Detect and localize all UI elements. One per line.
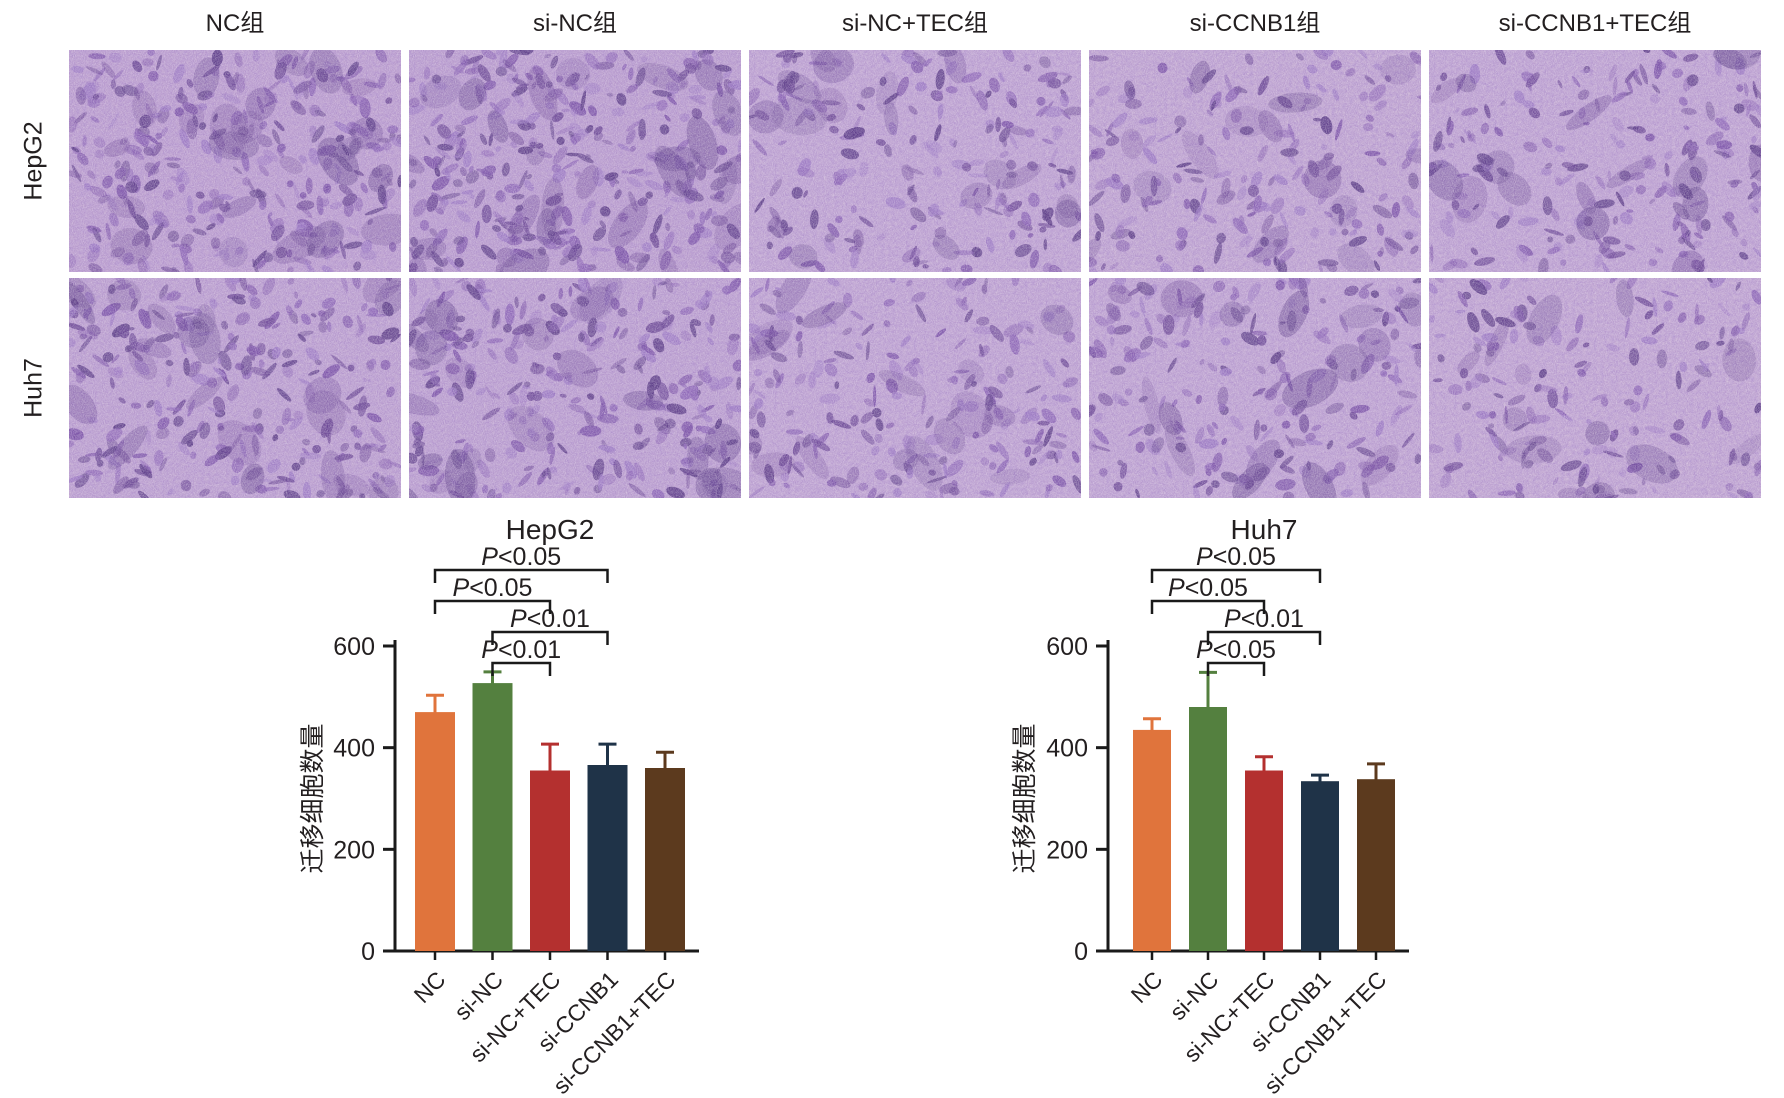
micro-panel-hepg2-si-ccnb1 [1089, 50, 1421, 272]
micro-panel-hepg2-si-nc [409, 50, 741, 272]
row-label-hepg2: HepG2 [19, 121, 48, 201]
significance-label: P<0.01 [1224, 605, 1304, 633]
x-category-label: si-CCNB1 [1245, 966, 1336, 1057]
significance-bracket [433, 568, 609, 583]
micro-panel-hepg2-nc [69, 50, 401, 272]
significance-label: P<0.05 [1196, 543, 1276, 571]
error-bar-si-ccnb1 [598, 742, 617, 768]
micro-image [69, 278, 401, 498]
micro-image [1429, 278, 1761, 498]
micro-panel-huh7-si-ccnb1 [1089, 278, 1421, 498]
axis-line [393, 640, 699, 953]
column-header-si-ccnb1-tec: si-CCNB1+TEC组 [1498, 10, 1692, 37]
significance-label: P<0.05 [453, 574, 533, 602]
micro-image [409, 278, 741, 498]
error-bar-si-nc [483, 670, 502, 687]
y-tick-label: 600 [1046, 633, 1088, 661]
significance-label: P<0.05 [481, 543, 561, 571]
bar-si-ccnb1 [1301, 781, 1339, 951]
error-bar-nc [426, 693, 444, 716]
y-axis-label: 迁移细胞数量 [299, 723, 327, 873]
error-bar-si-ccnb1-tec [656, 750, 674, 771]
x-category-label: si-NC [449, 966, 508, 1025]
y-tick-label: 600 [333, 633, 375, 661]
x-category-label: si-NC [1164, 966, 1223, 1025]
significance-bracket [491, 630, 609, 645]
micro-panel-huh7-si-nc-tec [749, 278, 1081, 498]
chart-title: Huh7 [1231, 514, 1298, 545]
y-tick-label: 200 [1046, 836, 1088, 864]
y-tick-label: 0 [1074, 938, 1088, 966]
micro-panel-huh7-nc [69, 278, 401, 498]
micro-panel-huh7-si-ccnb1-tec [1429, 278, 1761, 498]
bar-nc [1133, 729, 1171, 951]
error-bar-si-nc [1199, 670, 1217, 710]
micro-image [69, 50, 401, 272]
significance-bracket [1150, 568, 1322, 583]
x-category-label: si-CCNB1+TEC [548, 966, 681, 1098]
bar-si-nc [1189, 707, 1227, 951]
error-bar-si-ccnb1-tec [1367, 762, 1385, 783]
column-header-si-ccnb1: si-CCNB1组 [1189, 10, 1321, 37]
significance-label: P<0.01 [510, 605, 590, 633]
axis-line [1106, 640, 1409, 953]
error-bar-nc [1143, 717, 1161, 733]
significance-bracket [433, 599, 552, 614]
column-header-nc: NC组 [205, 10, 265, 37]
significance-bracket [1206, 630, 1322, 645]
chart-title: HepG2 [506, 514, 595, 545]
micro-image [1429, 50, 1761, 272]
significance-bracket [1206, 661, 1266, 676]
y-tick-label: 400 [1046, 735, 1088, 763]
row-label-huh7: Huh7 [19, 358, 48, 418]
y-axis-label: 迁移细胞数量 [1011, 723, 1039, 873]
error-bar-si-ccnb1 [1311, 773, 1329, 785]
bar-nc [415, 712, 455, 951]
significance-bracket [1150, 599, 1266, 614]
bar-si-nc-tec [530, 770, 570, 951]
y-tick-label: 400 [333, 735, 375, 763]
micro-image [1089, 50, 1421, 272]
chart-huh7: 0 200 400 600 NCsi-NCsi-NC+TECsi-CCNB1si-CCN… [1011, 514, 1409, 1098]
micro-image [749, 50, 1081, 272]
chart-hepg2: 0 200 400 600 NCsi-NCsi-NC+TECsi-CCNB1si-CCN… [299, 514, 699, 1098]
significance-label: P<0.01 [481, 636, 561, 664]
bar-si-ccnb1 [587, 765, 628, 951]
error-bar-si-nc-tec [541, 742, 559, 774]
significance-bracket [491, 661, 552, 676]
x-category-label: si-CCNB1+TEC [1259, 966, 1392, 1098]
x-category-label: si-NC+TEC [1178, 966, 1279, 1067]
column-header-si-nc: si-NC组 [533, 10, 617, 37]
column-header-si-nc-tec: si-NC+TEC组 [841, 10, 988, 37]
error-bar-si-nc-tec [1255, 755, 1273, 774]
y-tick-label: 200 [333, 836, 375, 864]
micro-panel-hepg2-si-nc-tec [749, 50, 1081, 272]
micro-panel-huh7-si-nc [409, 278, 741, 498]
micro-image [749, 278, 1081, 498]
x-category-label: si-NC+TEC [464, 966, 565, 1067]
bar-si-ccnb1-tec [645, 768, 685, 951]
micro-panel-hepg2-si-ccnb1-tec [1429, 50, 1761, 272]
bar-si-nc [472, 683, 513, 951]
y-tick-label: 0 [361, 938, 375, 966]
x-category-label: si-CCNB1 [532, 966, 623, 1057]
micro-image [409, 50, 741, 272]
x-category-label: NC [409, 966, 451, 1008]
significance-label: P<0.05 [1196, 636, 1276, 664]
bar-si-nc-tec [1245, 770, 1283, 951]
significance-label: P<0.05 [1168, 574, 1248, 602]
bar-si-ccnb1-tec [1357, 779, 1395, 951]
x-category-label: NC [1126, 966, 1168, 1008]
micro-image [1089, 278, 1421, 498]
